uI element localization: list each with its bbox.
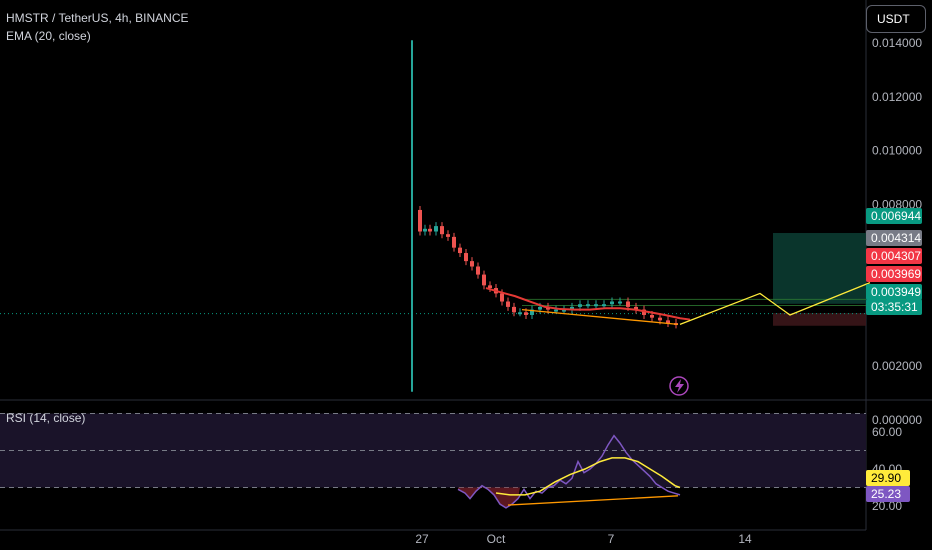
candle-body: [512, 306, 516, 313]
price-label-bg: [866, 284, 922, 300]
x-tick-label: 14: [738, 532, 752, 546]
y-tick-label: 0.000000: [872, 413, 922, 427]
candle-body: [428, 228, 432, 232]
candle-body: [650, 314, 654, 318]
rsi-y-tick-label: 20.00: [872, 499, 902, 513]
support-trendline: [521, 308, 679, 326]
flash-icon: [669, 376, 689, 396]
candle-body: [634, 306, 638, 310]
price-label-bg: [866, 208, 922, 224]
x-tick-label: Oct: [487, 532, 506, 546]
candle-body: [446, 234, 450, 237]
candle-body: [578, 304, 582, 307]
price-label-bg: [866, 299, 922, 315]
candle-body: [570, 306, 574, 310]
ema-line: [485, 287, 691, 321]
rsi-value-label: 25.23: [871, 487, 901, 501]
y-tick-label: 0.012000: [872, 90, 922, 104]
rsi-oversold-fill: [458, 487, 520, 508]
candle-body: [658, 317, 662, 321]
long-stop-zone: [773, 313, 866, 326]
indicator-title: EMA (20, close): [6, 29, 91, 43]
candle-body: [618, 301, 622, 304]
currency-button[interactable]: USDT: [866, 5, 926, 33]
rsi-y-tick-label: 60.00: [872, 425, 902, 439]
candle-body: [530, 309, 534, 315]
candle-body: [642, 309, 646, 315]
flash-icon-ring: [669, 376, 689, 396]
y-tick-label: 0.014000: [872, 36, 922, 50]
candle-body: [538, 306, 542, 310]
candle-body: [434, 226, 438, 232]
price-label: 03:35:31: [871, 300, 918, 314]
price-label: 0.003969: [871, 267, 921, 281]
candle-body: [554, 309, 558, 312]
y-tick-label: 0.010000: [872, 144, 922, 158]
candle-body: [666, 320, 670, 324]
candle-body: [506, 301, 510, 307]
candle-body: [464, 253, 468, 262]
rsi-ma-line: [495, 457, 681, 496]
price-label: 0.006944: [871, 209, 921, 223]
candle-body: [518, 312, 522, 315]
candle-body: [488, 285, 492, 289]
price-label-bg: [866, 266, 922, 282]
price-label: 0.004314: [871, 231, 921, 245]
long-profit-zone: [773, 233, 866, 304]
candle-body: [524, 312, 528, 315]
candle-body: [476, 266, 480, 275]
candle-body: [440, 226, 444, 235]
x-tick-label: 7: [608, 532, 615, 546]
candle-body: [452, 236, 456, 248]
candle-body: [594, 304, 598, 307]
candle-body: [500, 293, 504, 302]
price-label-bg: [866, 230, 922, 246]
candle-body: [626, 301, 630, 307]
candle-body: [602, 304, 606, 307]
rsi-divergence-line: [507, 495, 679, 506]
candle-body: [482, 274, 486, 286]
x-tick-label: 27: [415, 532, 429, 546]
candle-body: [418, 209, 422, 232]
projection-path: [679, 282, 871, 326]
rsi-value-label: 29.90: [871, 471, 901, 485]
candle-body: [610, 301, 614, 305]
price-label-bg: [866, 248, 922, 264]
rsi-line: [457, 434, 681, 509]
price-label: 0.004307: [871, 249, 921, 263]
candle-body: [562, 309, 566, 312]
flash-icon-bolt: [675, 379, 684, 393]
candle-body: [423, 228, 427, 232]
candle-body: [470, 261, 474, 267]
rsi-value-label-bg: [866, 486, 910, 502]
price-label: 0.003949: [871, 285, 921, 299]
candle-body: [458, 247, 462, 254]
candle-body: [586, 304, 590, 307]
y-tick-label: 0.002000: [872, 359, 922, 373]
symbol-title: HMSTR / TetherUS, 4h, BINANCE: [6, 11, 189, 25]
rsi-value-label-bg: [866, 470, 910, 486]
rsi-title: RSI (14, close): [6, 411, 85, 425]
